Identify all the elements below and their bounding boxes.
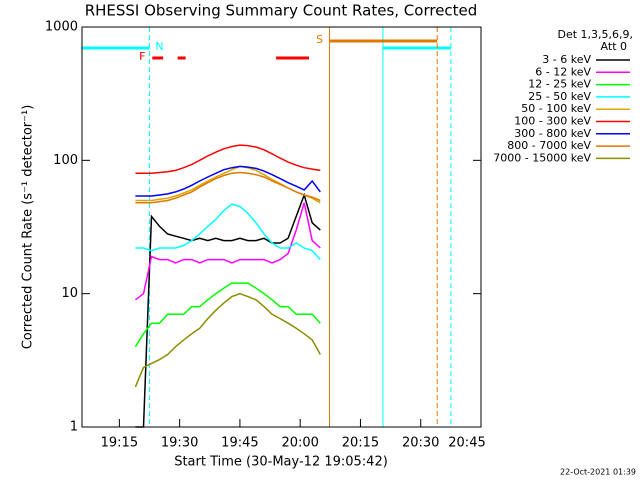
legend-label: 800 - 7000 keV	[507, 139, 591, 152]
series-line	[135, 165, 321, 197]
series-line	[134, 282, 321, 348]
plot-frame	[81, 26, 482, 428]
x-tick-label: 20:30	[402, 436, 439, 451]
legend-title: Det 1,3,5,6,9,	[557, 28, 633, 41]
legend-label: 100 - 300 keV	[514, 115, 591, 128]
x-tick-label: 20:00	[281, 436, 318, 451]
legend-label: 50 - 100 keV	[521, 102, 591, 115]
legend-label: 3 - 6 keV	[542, 53, 591, 66]
series-line	[134, 202, 321, 301]
footer-date: 22-Oct-2021 01:39	[560, 468, 636, 477]
x-tick-label: 20:45	[448, 436, 485, 451]
series-line	[135, 192, 321, 428]
interval-label: S	[316, 33, 323, 46]
y-tick-label: 10	[61, 286, 78, 301]
legend-title: Att 0	[601, 40, 627, 53]
interval-label: N	[155, 40, 163, 53]
legend-label: 25 - 50 keV	[528, 90, 591, 103]
y-tick-label: 1	[70, 420, 78, 435]
legend-label: 300 - 800 keV	[514, 127, 591, 140]
x-tick-label: 20:15	[342, 436, 379, 451]
x-tick-label: 19:45	[221, 436, 258, 451]
series-line	[135, 144, 321, 175]
series-line	[135, 203, 321, 261]
y-tick-label: 100	[53, 153, 78, 168]
y-tick-label: 1000	[45, 20, 78, 35]
x-tick-label: 19:30	[161, 436, 198, 451]
x-axis-label: Start Time (30-May-12 19:05:42)	[174, 455, 388, 470]
series-line	[134, 292, 321, 388]
y-axis-label: Corrected Count Rate (s⁻¹ detector⁻¹)	[21, 105, 36, 350]
chart-title: RHESSI Observing Summary Count Rates, Co…	[85, 2, 478, 20]
legend-label: 12 - 25 keV	[528, 78, 591, 91]
series-line	[135, 171, 321, 204]
x-tick-label: 19:15	[101, 436, 138, 451]
legend-label: 6 - 12 keV	[535, 65, 591, 78]
legend-label: 7000 - 15000 keV	[493, 151, 591, 164]
interval-label: F	[139, 50, 145, 63]
